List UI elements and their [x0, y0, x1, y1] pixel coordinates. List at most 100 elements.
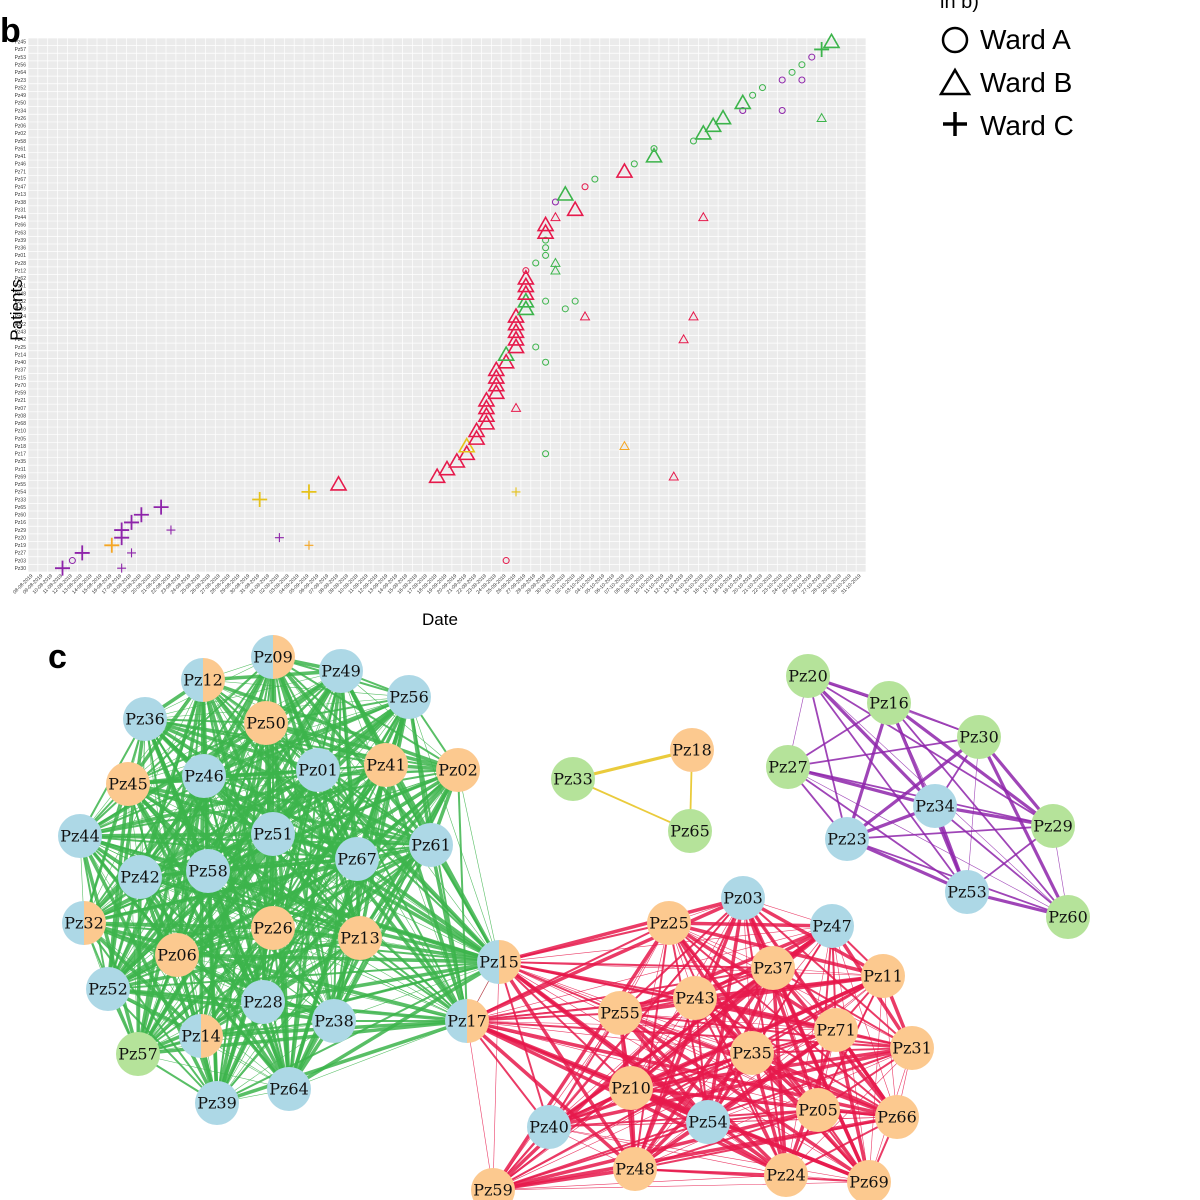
edge-Pz01-Pz38 — [317, 769, 335, 1022]
y-tick-label: Pz52 — [15, 85, 27, 91]
node-Pz27: Pz27 — [766, 745, 810, 789]
edge-Pz15-Pz05 — [498, 961, 819, 1111]
edge-Pz06-Pz15 — [176, 953, 500, 964]
node-label: Pz50 — [246, 714, 286, 733]
y-tick-label: Pz43 — [15, 330, 27, 336]
node-label: Pz38 — [314, 1012, 354, 1031]
node-label: Pz69 — [849, 1173, 889, 1192]
y-tick-label: Pz71 — [15, 169, 27, 175]
legend-cross-icon — [943, 112, 967, 136]
point-cross-Pz19 — [104, 537, 120, 553]
node-label: Pz64 — [269, 1080, 309, 1099]
node-label: Pz61 — [411, 836, 451, 855]
node-circle — [335, 837, 379, 881]
node-Pz34: Pz34 — [913, 784, 957, 828]
node-half-blue — [62, 901, 84, 945]
point-circle-Pz38 — [551, 198, 559, 206]
node-circle — [613, 1147, 657, 1191]
point-triangle-Pz63 — [536, 223, 555, 239]
point-triangle-Pz48 — [516, 284, 535, 300]
edge-Pz52-Pz38 — [107, 987, 335, 1023]
edge-Pz71-Pz59 — [492, 1029, 837, 1191]
node-Pz60: Pz60 — [1046, 895, 1090, 939]
edge-Pz11-Pz59 — [492, 975, 884, 1191]
y-tick-label: Pz25 — [15, 345, 27, 351]
node-circle — [387, 675, 431, 719]
point-triangle-Pz42 — [507, 330, 525, 346]
node-label: Pz42 — [120, 868, 160, 887]
edge-Pz28-Pz15 — [262, 960, 500, 1004]
node-Pz18: Pz18 — [670, 728, 714, 772]
edge-Pz11-Pz69 — [868, 975, 884, 1183]
y-tick-label: Pz62 — [15, 276, 27, 282]
node-half-orange — [84, 901, 106, 945]
point-triangle-Pz15 — [487, 368, 506, 384]
legend-label-ward-c: Ward C — [980, 110, 1074, 141]
edge-Pz50-Pz02 — [265, 721, 459, 772]
point-circle-Pz46 — [630, 160, 638, 168]
y-tick-label: Pz05 — [15, 436, 27, 442]
node-circle — [861, 954, 905, 998]
edge-Pz51-Pz52 — [107, 833, 274, 990]
y-tick-label: Pz70 — [15, 383, 27, 389]
node-label: Pz30 — [959, 728, 999, 747]
node-circle — [730, 1031, 774, 1075]
edge-Pz55-Pz71 — [619, 1012, 837, 1031]
node-label: Pz36 — [125, 710, 165, 729]
node-Pz67: Pz67 — [335, 837, 379, 881]
y-tick-label: Pz44 — [15, 215, 27, 221]
point-circle-Pz23 — [778, 76, 786, 84]
node-Pz40: Pz40 — [527, 1105, 571, 1149]
node-circle — [106, 762, 150, 806]
edge-Pz67-Pz52 — [107, 857, 358, 991]
node-half-blue — [477, 940, 499, 984]
node-label: Pz56 — [389, 688, 429, 707]
edge-Pz15-Pz03 — [498, 896, 744, 964]
edge-Pz25-Pz10 — [630, 922, 670, 1089]
y-tick-label: Pz14 — [15, 352, 27, 358]
node-Pz65: Pz65 — [668, 809, 712, 853]
point-triangle-Pz44 — [697, 211, 709, 222]
point-cross-Pz54 — [301, 484, 317, 500]
edge-Pz06-Pz64 — [175, 953, 291, 1091]
x-axis-title: Date — [422, 610, 458, 629]
node-circle — [527, 1105, 571, 1149]
node-circle — [721, 876, 765, 920]
edge-Pz56-Pz44 — [79, 696, 410, 837]
edge-Pz61-Pz15 — [430, 844, 500, 963]
edge-Pz58-Pz13 — [207, 870, 361, 939]
edge-Pz55-Pz31 — [619, 1012, 913, 1049]
edge-Pz17-Pz59 — [466, 1020, 494, 1191]
y-tick-label: Pz68 — [15, 421, 27, 427]
y-tick-label: Pz63 — [15, 230, 27, 236]
node-label: Pz20 — [788, 667, 828, 686]
node-Pz13: Pz13 — [338, 916, 382, 960]
y-tick-label: Pz49 — [15, 93, 27, 99]
point-triangle-Pz70 — [487, 375, 506, 392]
node-label: Pz47 — [812, 917, 852, 936]
node-circle — [867, 681, 911, 725]
edge-Pz46-Pz44 — [79, 775, 205, 837]
y-tick-label: Pz55 — [15, 482, 27, 488]
node-Pz15: Pz15 — [477, 940, 521, 984]
edge-Pz58-Pz15 — [207, 869, 500, 964]
node-circle — [551, 757, 595, 801]
point-circle-Pz52 — [758, 84, 766, 92]
node-half-blue — [179, 1014, 201, 1058]
y-tick-label: Pz61 — [15, 146, 27, 152]
point-triangle-Pz22 — [507, 314, 525, 331]
node-circle — [913, 784, 957, 828]
edge-Pz03-Pz05 — [741, 897, 820, 1111]
point-triangle-Pz14 — [497, 345, 516, 362]
node-label: Pz17 — [447, 1012, 487, 1031]
edge-Pz32-Pz14 — [82, 921, 203, 1038]
point-triangle-Pz18 — [619, 440, 630, 451]
node-label: Pz53 — [947, 883, 987, 902]
y-tick-label: Pz41 — [15, 154, 27, 160]
node-Pz45: Pz45 — [106, 762, 150, 806]
point-circle-Pz17 — [542, 450, 550, 458]
edge-Pz47-Pz55 — [619, 924, 833, 1015]
edge-Pz12-Pz02 — [202, 678, 459, 772]
point-triangle-Pz25 — [507, 337, 525, 354]
node-Pz50: Pz50 — [244, 701, 288, 745]
